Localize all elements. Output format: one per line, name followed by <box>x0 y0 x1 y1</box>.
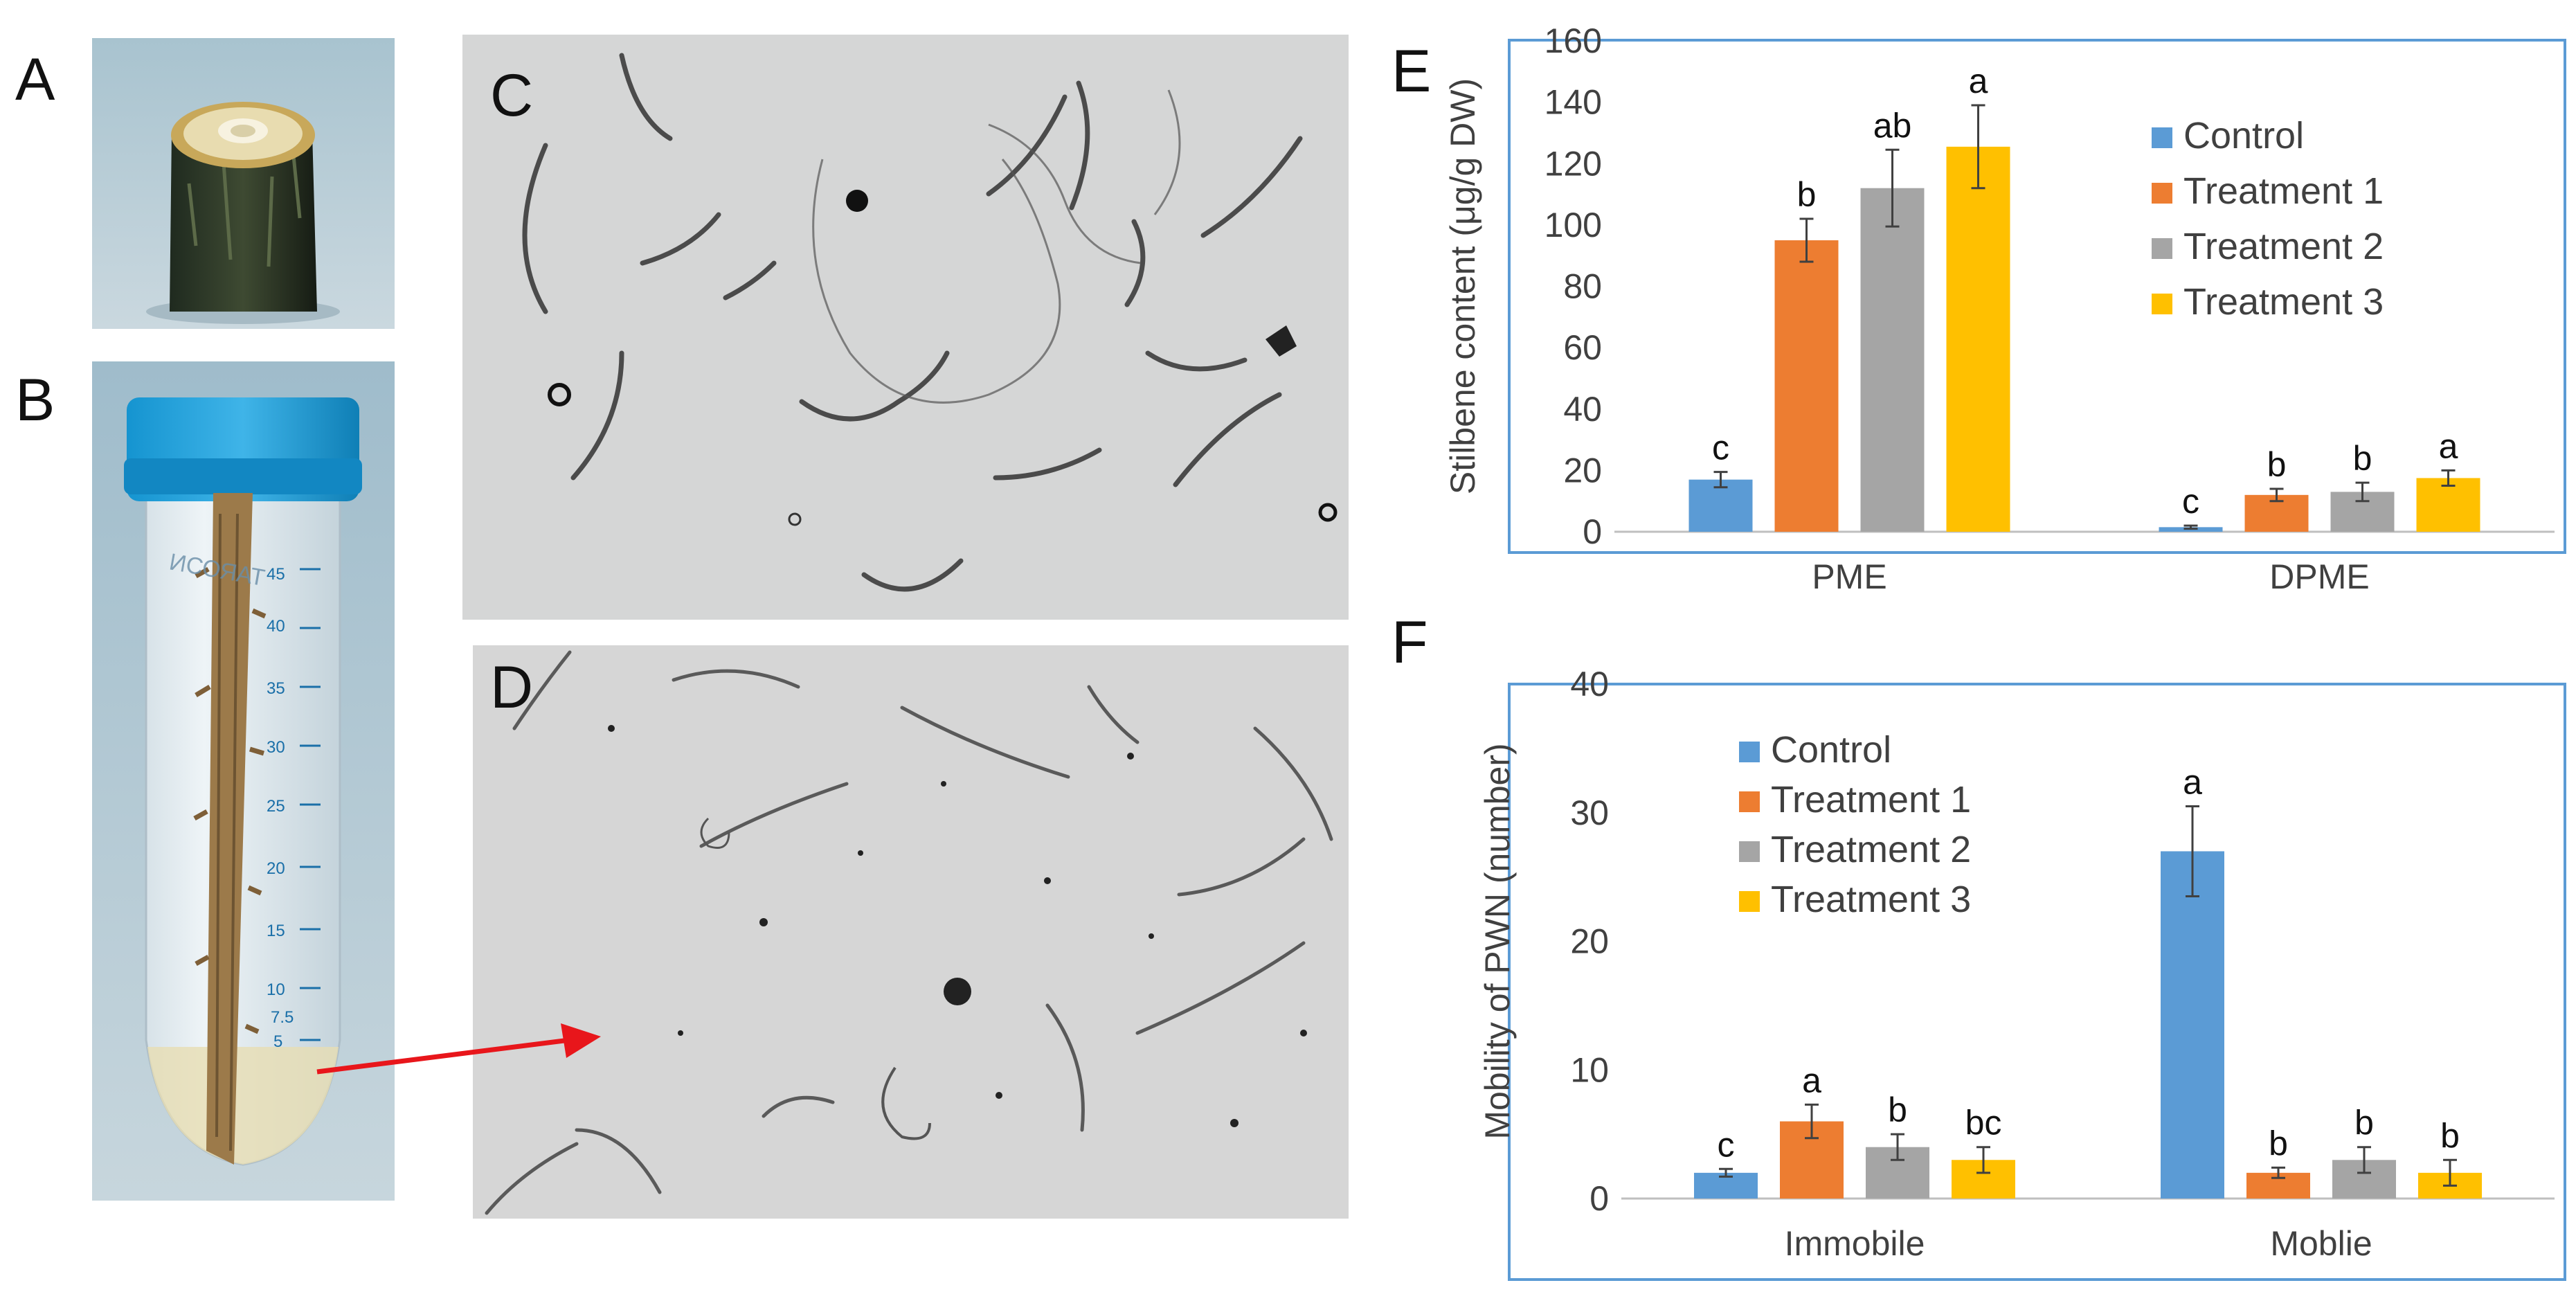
panel-letter-e: E <box>1391 38 1432 105</box>
y-tick-label: 140 <box>1544 83 1602 122</box>
category-label: PME <box>1812 557 1886 596</box>
y-tick-label: 0 <box>1589 1179 1609 1218</box>
significance-letter: b <box>2354 1104 2374 1142</box>
tube-scale-label: 7.5 <box>271 1008 294 1027</box>
tube-scale-label: 35 <box>267 679 285 698</box>
bar <box>2332 1160 2396 1199</box>
chart-f-category-labels: Immobile Moblie <box>1785 1224 2372 1263</box>
y-tick-label: 60 <box>1563 328 1602 367</box>
tube-scale-label: 15 <box>267 922 285 940</box>
tube-scale-label: 30 <box>267 738 285 757</box>
legend-label: Treatment 2 <box>2183 226 2384 267</box>
panel-letter-f: F <box>1391 609 1428 676</box>
bar <box>1694 1172 1758 1199</box>
bar <box>1860 188 1925 532</box>
y-tick-label: 160 <box>1544 21 1602 60</box>
photo-branch-cross-section <box>92 38 395 329</box>
bar <box>1780 1121 1844 1199</box>
significance-letter: b <box>2440 1116 2460 1155</box>
legend-swatch <box>2152 183 2172 204</box>
bar <box>2159 527 2223 532</box>
legend-swatch <box>1739 841 1760 862</box>
chart-f-bars: c a b bc a b b b <box>1694 762 2482 1199</box>
bar <box>1952 1160 2015 1199</box>
significance-letter: a <box>2439 427 2458 465</box>
legend-swatch <box>2152 294 2172 314</box>
panel-letter-b: B <box>15 367 55 433</box>
tube-scale-label: 40 <box>267 617 285 636</box>
chart-e-legend: Control Treatment 1 Treatment 2 Treatment 3 <box>2152 115 2384 323</box>
bar <box>1774 240 1839 532</box>
bar <box>1946 146 2010 532</box>
significance-letter: c <box>1712 429 1729 467</box>
significance-letter: b <box>2267 445 2287 484</box>
y-tick-label: 0 <box>1583 512 1602 551</box>
chart-e-y-ticks: 0 20 40 60 80 100 120 140 160 <box>1544 21 1602 551</box>
legend-swatch <box>1739 791 1760 812</box>
y-tick-label: 100 <box>1544 206 1602 244</box>
panel-letter-d: D <box>490 654 534 721</box>
tube-scale-label: 5 <box>273 1032 282 1051</box>
chart-f-frame <box>1508 683 2566 1281</box>
significance-letter: b <box>2353 439 2372 478</box>
micrograph-nematodes-c <box>462 35 1349 620</box>
bar <box>1688 479 1753 532</box>
y-tick-label: 30 <box>1570 793 1609 832</box>
significance-letter: c <box>2182 482 2199 521</box>
tube-scale: 45 40 35 30 25 20 15 10 7.5 5 <box>267 565 294 1051</box>
legend-label: Treatment 1 <box>2183 170 2384 212</box>
significance-letter: a <box>2183 762 2202 801</box>
chart-f-legend: Control Treatment 1 Treatment 2 Treatment 3 <box>1739 729 1971 920</box>
legend-swatch <box>2152 127 2172 148</box>
legend-label: Control <box>2183 115 2304 156</box>
chart-e-bars: c b ab a c b b a <box>1688 62 2480 532</box>
bar <box>2161 851 2224 1199</box>
bar <box>2330 492 2395 532</box>
significance-letter: b <box>1888 1091 1907 1129</box>
bar <box>1866 1147 1929 1199</box>
bar <box>2246 1172 2310 1199</box>
significance-letter: c <box>1718 1125 1735 1164</box>
tube-scale-label: 10 <box>267 980 285 999</box>
chart-e-y-axis-label: Stilbene content (μg/g DW) <box>1443 78 1482 494</box>
significance-letter: b <box>2269 1124 2288 1163</box>
category-label: DPME <box>2269 557 2369 596</box>
y-tick-label: 40 <box>1563 390 1602 429</box>
legend-swatch <box>1739 891 1760 912</box>
tube-scale-label: 20 <box>267 859 285 878</box>
chart-f-y-ticks: 0 10 20 30 40 <box>1570 665 1609 1218</box>
micrograph-nematodes-d <box>473 645 1349 1219</box>
panel-letter-c: C <box>490 62 534 129</box>
y-tick-label: 20 <box>1563 451 1602 490</box>
chart-e-category-labels: PME DPME <box>1812 557 2369 596</box>
significance-letter: ab <box>1873 106 1912 145</box>
category-label: Moblie <box>2270 1224 2372 1263</box>
chart-f-y-axis-label: Mobility of PWN (number) <box>1478 743 1517 1139</box>
legend-swatch <box>1739 742 1760 762</box>
bar <box>2244 494 2309 532</box>
y-tick-label: 10 <box>1570 1050 1609 1089</box>
category-label: Immobile <box>1785 1224 1925 1263</box>
y-tick-label: 40 <box>1570 665 1609 703</box>
legend-label: Control <box>1771 729 1891 771</box>
significance-letter: a <box>1969 62 1988 100</box>
photo-tube-with-branch: 45 40 35 30 25 20 15 10 7.5 5 ИСОЯАТ <box>92 361 395 1201</box>
significance-letter: b <box>1797 175 1817 214</box>
y-tick-label: 120 <box>1544 144 1602 183</box>
bar <box>2418 1172 2482 1199</box>
chart-e-frame <box>1508 39 2566 554</box>
significance-letter: bc <box>1965 1104 2002 1142</box>
panel-letter-a: A <box>15 46 55 113</box>
significance-letter: a <box>1802 1061 1821 1100</box>
tube-scale-label: 25 <box>267 797 285 816</box>
y-tick-label: 80 <box>1563 267 1602 306</box>
legend-label: Treatment 3 <box>1771 879 1971 920</box>
legend-label: Treatment 3 <box>2183 281 2384 323</box>
legend-label: Treatment 1 <box>1771 779 1971 820</box>
legend-swatch <box>2152 238 2172 259</box>
tube-scale-label: 45 <box>267 565 285 584</box>
bar <box>2416 478 2480 532</box>
legend-label: Treatment 2 <box>1771 829 1971 870</box>
y-tick-label: 20 <box>1570 922 1609 961</box>
